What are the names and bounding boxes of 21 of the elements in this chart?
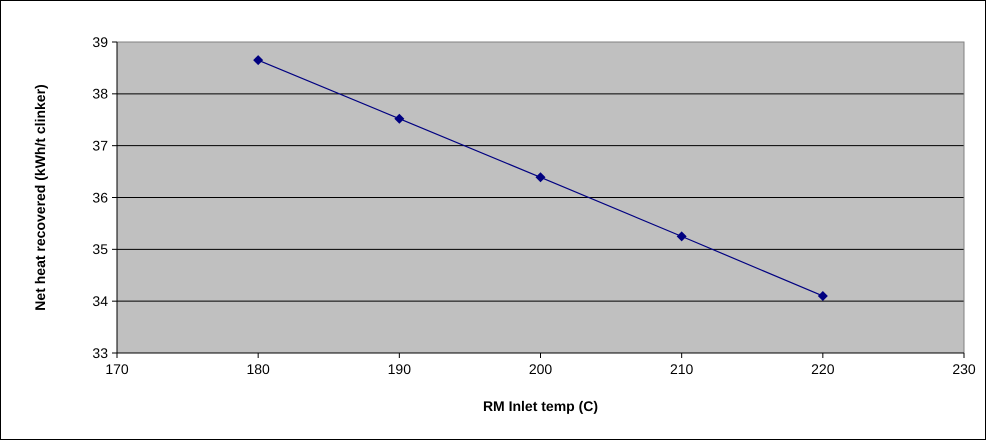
point (253, 55, 264, 66)
y-tick-label: 37 (92, 138, 108, 154)
x-tick-label: 230 (952, 361, 976, 377)
y-tick-label: 34 (92, 293, 108, 310)
y-tick-label: 39 (92, 34, 108, 50)
x-tick-label: 190 (388, 361, 412, 377)
y-tick-label: 35 (92, 241, 108, 258)
x-tick-label: 210 (670, 361, 694, 377)
point (536, 172, 546, 182)
point (394, 114, 404, 124)
y-tick-label: 38 (92, 86, 108, 102)
x-tick-label: 180 (246, 361, 270, 377)
y-axis-title: Net heat recovered (kWh/t clinker) (32, 84, 48, 311)
x-tick-label: 170 (105, 361, 129, 377)
point (818, 290, 828, 301)
x-tick-label: 200 (528, 361, 552, 377)
y-tick-label: 33 (92, 344, 108, 361)
x-tick-label: 220 (811, 361, 835, 377)
point (676, 231, 687, 242)
y-tick-label: 36 (92, 189, 108, 206)
x-axis-title: RM Inlet temp (C) (482, 398, 598, 414)
